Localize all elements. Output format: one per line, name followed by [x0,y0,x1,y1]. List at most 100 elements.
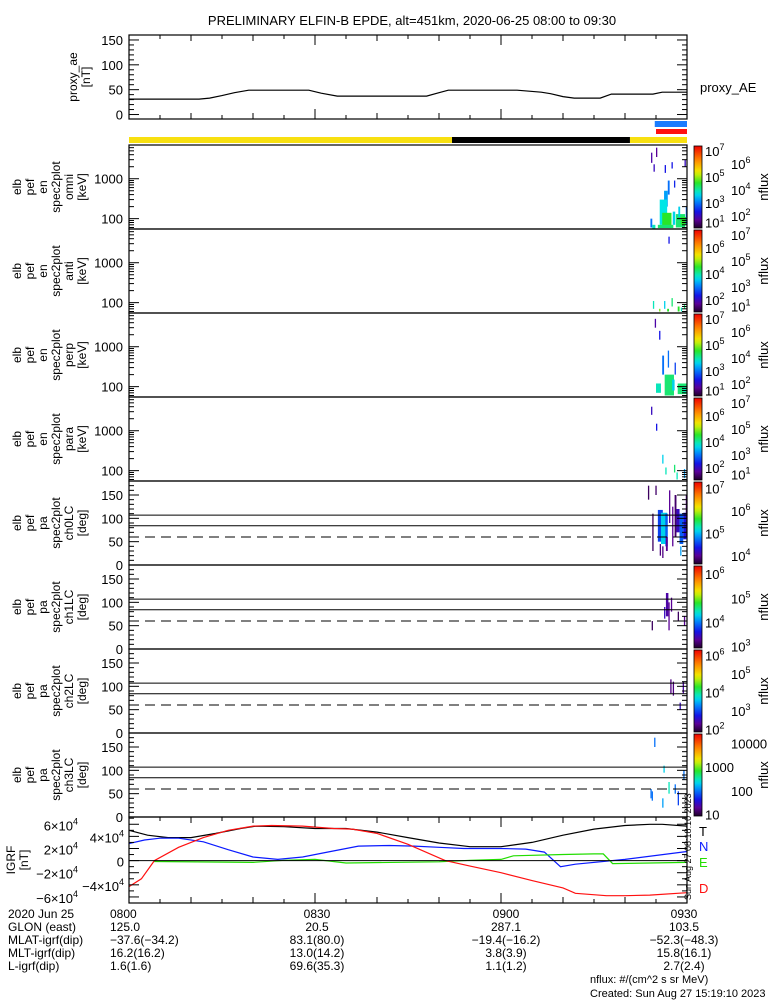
spectrogram-cell [662,355,665,375]
panel-frame [128,312,688,398]
y-tick-label-mantissa: 4×10 [90,830,119,845]
y-tick-label: 150 [101,740,123,755]
ephemeris-value: 69.6(35.3) [290,959,345,973]
y-axis-label: spec2plot [49,161,63,213]
spectrogram-cell [652,224,656,229]
spectrogram-cell [656,147,658,158]
y-tick-label: 0 [116,558,123,573]
ephemeris-row-label: MLAT-igrf(dip) [8,933,83,947]
spectrogram-cell [653,164,655,172]
y-tick-label-mantissa: 2×10 [44,842,73,857]
colorbar-tick-label-mantissa: 10 [731,299,745,314]
spectrogram-cell [664,190,668,207]
spectrogram-cell [672,506,674,547]
ephemeris-value: −37.6(−34.2) [110,933,179,947]
spectrogram-cell [676,509,680,533]
panel-frame [128,648,688,734]
colorbar-tick-label-exponent: 6 [719,239,724,249]
y-tick-label: 100 [101,595,123,610]
colorbar-tick-label-exponent: 4 [719,683,724,693]
y-axis-label: en [36,180,50,193]
colorbar-tick-label: 106 [705,565,724,582]
colorbar-title: nflux [756,173,771,201]
ephemeris-value: 20.5 [305,920,329,934]
y-tick-label-exponent: 4 [73,865,78,875]
day-night-bar-segment [452,137,630,143]
y-tick-label: −4×104 [82,877,124,894]
y-axis: 100 1000 [94,228,687,312]
plot-title: PRELIMINARY ELFIN-B EPDE, alt=451km, 202… [208,13,616,28]
colorbar-tick-label: 104 [705,613,724,630]
y-axis-label: spec2plot [49,329,63,381]
y-tick-label-mantissa: 0 [117,855,124,870]
colorbar-tick-label-mantissa: 10 [731,396,745,411]
colorbar-tick-label-exponent: 4 [719,433,724,443]
y-tick-label: 100 [101,212,123,227]
y-axis-label: spec2plot [49,665,63,717]
y-tick-label: 150 [101,33,123,48]
colorbar-tick-label-exponent: 6 [719,647,724,657]
y-tick-label-exponent: 4 [73,840,78,850]
y-tick-label-exponent: 4 [73,816,78,826]
y-tick-label: 1000 [94,424,123,439]
spectrogram-cell [683,386,686,393]
spectrogram-cell [655,485,657,495]
colorbar-tick-label: 103 [731,702,750,719]
colorbar-tick-label: 106 [705,647,724,664]
colorbar-tick-label-mantissa: 10 [731,280,745,295]
colorbar-tick-label-mantissa: 10 [705,267,719,282]
spectrogram-cell [664,607,666,619]
spectrogram-marks [647,485,688,558]
series-line-proxy_AE [129,89,687,100]
colorbar-tick-label-mantissa: 10 [731,667,745,682]
y-axis: 0 50 100 150 [101,732,687,825]
y-tick-label: 150 [101,572,123,587]
y-axis-label: pef [23,346,37,363]
colorbar-tick-label: 102 [705,459,724,476]
y-tick-label-mantissa: −6×10 [36,891,73,906]
day-night-bar [129,137,687,143]
ephemeris-value: 16.2(16.2) [110,946,165,960]
y-axis-label: omni [62,174,76,200]
y-axis: 0 50 100 150 [101,480,687,573]
panel-proxy_ae: 0 50 100 150 proxy_ae [nT] proxy_AE [66,33,757,123]
colorbar-tick-label-mantissa: 10 [705,215,719,230]
ephemeris-value: 1.1(1.2) [485,959,526,973]
series-line-T [128,823,688,848]
colorbar-tick-label: 104 [731,547,750,564]
y-axis-label: ch3LC [62,757,76,792]
colorbar-tick-label: 10 [705,808,719,823]
ephemeris-row-label: L-igrf(dip) [8,959,59,973]
colorbar-tick-label-mantissa: 10 [705,338,719,353]
y-tick-label: −2×104 [36,865,78,882]
legend-label-T: T [699,824,707,839]
colorbar-tick-label-exponent: 7 [719,310,724,320]
colorbar-tick-label-mantissa: 10 [731,640,745,655]
y-axis-label: elb [10,263,24,279]
spectrogram-cell [659,544,662,556]
spectrogram-cell [656,383,661,393]
colorbar-tick-label: 107 [705,142,724,159]
colorbar-tick-label-exponent: 3 [745,702,750,712]
colorbar-tick-label: 105 [705,525,724,542]
ephemeris-value: 83.1(80.0) [290,933,345,947]
ephemeris-row-label: GLON (east) [8,920,76,934]
y-tick-label: 6×104 [44,816,78,833]
colorbar-tick-label-exponent: 7 [745,394,750,404]
colorbar-tick-label-mantissa: 10 [731,254,745,269]
y-axis-label: spec2plot [49,497,63,549]
colorbar-tick-label-mantissa: 10 [705,170,719,185]
colorbar-tick-label: 106 [705,239,724,256]
colorbar-tick-label-mantissa: 10000 [731,736,767,751]
colorbar-title: nflux [756,341,771,369]
